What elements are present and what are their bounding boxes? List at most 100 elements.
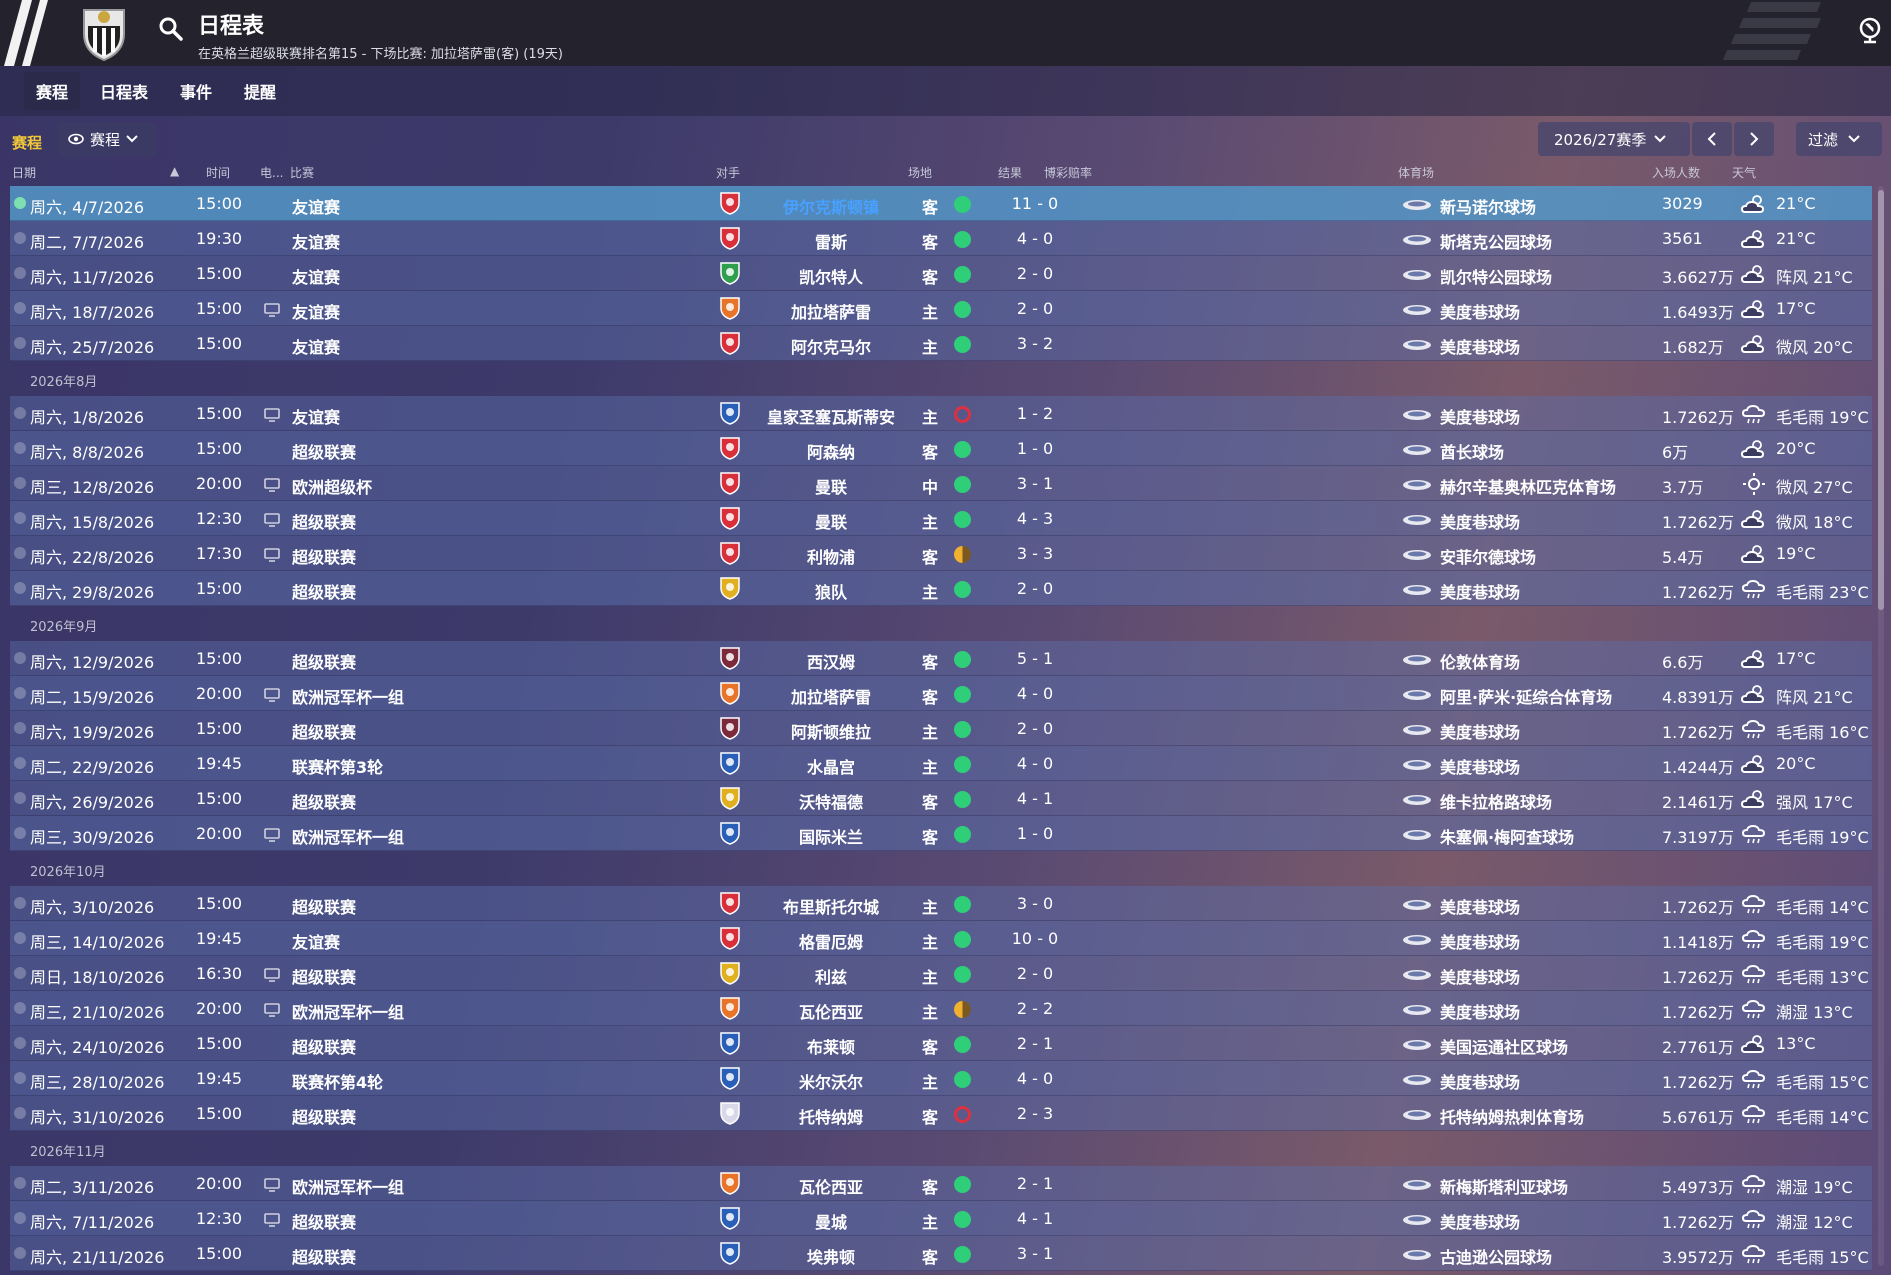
opponent-link[interactable]: 曼城: [814, 1213, 847, 1232]
stadium-name[interactable]: 美度巷球场: [1440, 723, 1521, 742]
stadium-name[interactable]: 酋长球场: [1440, 443, 1505, 462]
col-weather[interactable]: 天气: [1732, 166, 1757, 180]
table-row[interactable]: 周六, 3/10/2026 15:00 超级联赛 布里斯托尔城 主 3 - 0 美度巷球场 1…: [10, 886, 1872, 921]
table-row[interactable]: 周六, 21/11/2026 15:00 超级联赛 埃弗顿 客 3 - 1 古迪逊公园球场 3…: [10, 1236, 1872, 1271]
globe-icon[interactable]: [1857, 16, 1883, 44]
opponent-link[interactable]: 伊尔克斯顿镇: [782, 198, 879, 217]
opponent-link[interactable]: 阿尔克马尔: [790, 338, 871, 357]
match-score[interactable]: 3 - 1: [1016, 474, 1054, 493]
stadium-name[interactable]: 斯塔克公园球场: [1440, 233, 1553, 252]
prev-season-button[interactable]: [1692, 122, 1732, 156]
nav-slashes-icon[interactable]: [0, 0, 60, 66]
match-score[interactable]: 2 - 0: [1016, 964, 1054, 983]
stadium-name[interactable]: 美度巷球场: [1440, 758, 1521, 777]
row-select-icon[interactable]: [14, 337, 26, 349]
stadium-name[interactable]: 阿里·萨米·延综合体育场: [1440, 688, 1613, 707]
opponent-link[interactable]: 米尔沃尔: [798, 1073, 863, 1092]
match-score[interactable]: 2 - 3: [1016, 1104, 1054, 1123]
stadium-name[interactable]: 美度巷球场: [1440, 583, 1521, 602]
table-row[interactable]: 周三, 28/10/2026 19:45 联赛杯第4轮 米尔沃尔 主 4 - 0 美度巷球场…: [10, 1061, 1872, 1096]
row-select-icon[interactable]: [14, 967, 26, 979]
opponent-link[interactable]: 埃弗顿: [806, 1248, 855, 1267]
opponent-link[interactable]: 曼联: [814, 478, 847, 497]
row-select-icon[interactable]: [14, 442, 26, 454]
stadium-name[interactable]: 美度巷球场: [1440, 898, 1521, 917]
opponent-link[interactable]: 皇家圣塞瓦斯蒂安: [766, 408, 895, 427]
opponent-link[interactable]: 布莱顿: [806, 1038, 855, 1057]
match-score[interactable]: 3 - 2: [1016, 334, 1054, 353]
row-select-icon[interactable]: [14, 1107, 26, 1119]
opponent-link[interactable]: 狼队: [814, 583, 847, 602]
table-row[interactable]: 周六, 26/9/2026 15:00 超级联赛 沃特福德 客 4 - 1 维卡拉格路球场 2…: [10, 781, 1872, 816]
table-row[interactable]: 周六, 7/11/2026 12:30 超级联赛 曼城 主 4 - 1 美度巷球场 1.726…: [10, 1201, 1872, 1236]
table-row[interactable]: 周六, 18/7/2026 15:00 友谊赛 加拉塔萨雷 主 2 - 0 美度巷球场 1.6…: [10, 291, 1872, 326]
col-competition[interactable]: 比赛: [290, 166, 315, 180]
row-select-icon[interactable]: [14, 792, 26, 804]
row-select-icon[interactable]: [14, 267, 26, 279]
row-select-icon[interactable]: [14, 687, 26, 699]
opponent-link[interactable]: 水晶宫: [806, 758, 855, 777]
row-select-icon[interactable]: [14, 232, 26, 244]
season-dropdown[interactable]: 2026/27赛季: [1538, 122, 1690, 156]
stadium-name[interactable]: 朱塞佩·梅阿查球场: [1440, 828, 1575, 847]
stadium-name[interactable]: 维卡拉格路球场: [1440, 793, 1553, 812]
row-select-icon[interactable]: [14, 757, 26, 769]
stadium-name[interactable]: 美度巷球场: [1440, 968, 1521, 987]
match-score[interactable]: 10 - 0: [1011, 929, 1059, 948]
col-attendance[interactable]: 入场人数: [1652, 166, 1701, 180]
row-select-icon[interactable]: [14, 547, 26, 559]
match-score[interactable]: 4 - 0: [1016, 229, 1054, 248]
row-select-icon[interactable]: [14, 827, 26, 839]
match-score[interactable]: 2 - 2: [1016, 999, 1054, 1018]
row-select-icon[interactable]: [14, 1072, 26, 1084]
match-score[interactable]: 4 - 1: [1016, 789, 1054, 808]
match-score[interactable]: 3 - 0: [1016, 894, 1054, 913]
opponent-link[interactable]: 利兹: [814, 968, 847, 987]
row-select-icon[interactable]: [14, 722, 26, 734]
match-score[interactable]: 4 - 0: [1016, 754, 1054, 773]
table-row[interactable]: 周二, 3/11/2026 20:00 欧洲冠军杯一组 瓦伦西亚 客 2 - 1 新梅斯塔利…: [10, 1166, 1872, 1201]
col-venue[interactable]: 场地: [908, 166, 933, 180]
row-select-icon[interactable]: [14, 407, 26, 419]
stadium-name[interactable]: 美度巷球场: [1440, 933, 1521, 952]
table-row[interactable]: 周六, 24/10/2026 15:00 超级联赛 布莱顿 客 2 - 1 美国运通社区球场…: [10, 1026, 1872, 1061]
match-score[interactable]: 4 - 0: [1016, 684, 1054, 703]
row-select-icon[interactable]: [14, 1002, 26, 1014]
tab-fixtures[interactable]: 赛程: [24, 72, 81, 110]
row-select-icon[interactable]: [14, 652, 26, 664]
match-score[interactable]: 1 - 0: [1016, 824, 1054, 843]
opponent-link[interactable]: 凯尔特人: [798, 268, 863, 287]
tab-reminders[interactable]: 提醒: [244, 83, 277, 102]
table-row[interactable]: 周六, 22/8/2026 17:30 超级联赛 利物浦 客 3 - 3 安菲尔德球场 5.4…: [10, 536, 1872, 571]
table-row[interactable]: 周三, 30/9/2026 20:00 欧洲冠军杯一组 国际米兰 客 1 - 0 朱塞佩·梅…: [10, 816, 1872, 851]
table-row[interactable]: 周六, 29/8/2026 15:00 超级联赛 狼队 主 2 - 0 美度巷球场 1.726…: [10, 571, 1872, 606]
match-score[interactable]: 2 - 0: [1016, 264, 1054, 283]
opponent-link[interactable]: 西汉姆: [806, 653, 855, 672]
table-row[interactable]: 周六, 31/10/2026 15:00 超级联赛 托特纳姆 客 2 - 3 托特纳姆热刺体…: [10, 1096, 1872, 1131]
stadium-name[interactable]: 美度巷球场: [1440, 1073, 1521, 1092]
match-score[interactable]: 5 - 1: [1016, 649, 1054, 668]
stadium-name[interactable]: 美度巷球场: [1440, 408, 1521, 427]
match-score[interactable]: 2 - 0: [1016, 299, 1054, 318]
match-score[interactable]: 4 - 0: [1016, 1069, 1054, 1088]
table-row[interactable]: 周六, 19/9/2026 15:00 超级联赛 阿斯顿维拉 主 2 - 0 美度巷球场 1.…: [10, 711, 1872, 746]
table-row[interactable]: 周日, 18/10/2026 16:30 超级联赛 利兹 主 2 - 0 美度巷球场 1.72…: [10, 956, 1872, 991]
stadium-name[interactable]: 安菲尔德球场: [1440, 548, 1537, 567]
col-tv[interactable]: 电...: [260, 166, 284, 180]
stadium-name[interactable]: 新梅斯塔利亚球场: [1440, 1178, 1569, 1197]
row-select-icon[interactable]: [14, 1212, 26, 1224]
stadium-name[interactable]: 赫尔辛基奥林匹克体育场: [1440, 478, 1617, 497]
opponent-link[interactable]: 加拉塔萨雷: [790, 688, 871, 707]
opponent-link[interactable]: 利物浦: [806, 548, 855, 567]
row-select-icon[interactable]: [14, 1177, 26, 1189]
table-row[interactable]: 周二, 7/7/2026 19:30 友谊赛 雷斯 客 4 - 0 斯塔克公园球场 3561 2…: [10, 221, 1872, 256]
match-score[interactable]: 3 - 3: [1016, 544, 1054, 563]
col-date[interactable]: 日期: [12, 166, 37, 180]
opponent-link[interactable]: 曼联: [814, 513, 847, 532]
search-icon[interactable]: [158, 16, 184, 42]
row-select-icon[interactable]: [14, 512, 26, 524]
stadium-name[interactable]: 新马诺尔球场: [1440, 198, 1537, 217]
filter-button[interactable]: 过滤: [1796, 122, 1882, 156]
stadium-name[interactable]: 美度巷球场: [1440, 513, 1521, 532]
table-row[interactable]: 周六, 25/7/2026 15:00 友谊赛 阿尔克马尔 主 3 - 2 美度巷球场 1.6…: [10, 326, 1872, 361]
